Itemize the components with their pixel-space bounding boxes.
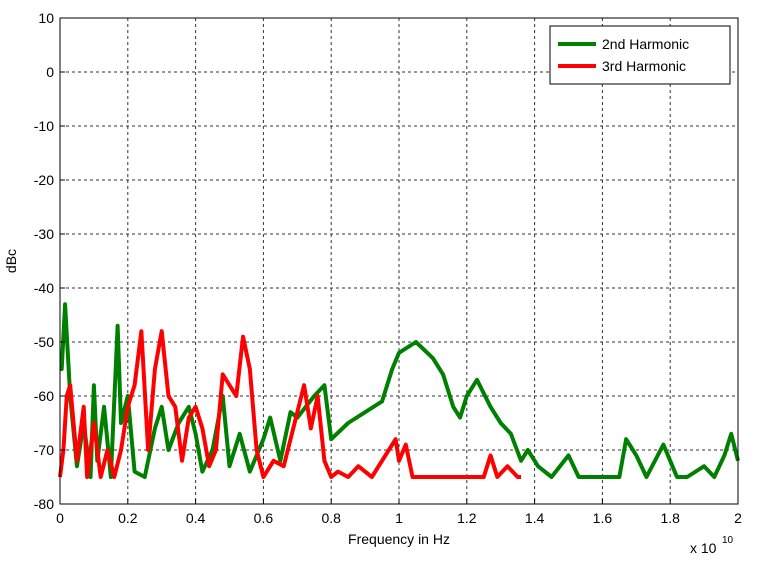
x-tick-label: 0	[56, 510, 64, 526]
x-tick-label: 0.8	[321, 510, 341, 526]
ticks: 0 0.2 0.4 0.6 0.8 1 1.2 1.4 1.6 1.8 2 -80 -70 -60 -50 -…	[34, 10, 742, 526]
y-tick-label: -40	[34, 280, 54, 296]
x-tick-label: 1.4	[525, 510, 545, 526]
x-axis-label: Frequency in Hz	[348, 531, 450, 547]
y-tick-label: -70	[34, 442, 54, 458]
x-multiplier-exponent: 10	[722, 535, 734, 546]
y-tick-label: 0	[46, 64, 54, 80]
legend-label: 2nd Harmonic	[602, 36, 689, 52]
x-tick-label: 2	[734, 510, 742, 526]
y-tick-label: 10	[38, 10, 54, 26]
y-tick-label: -30	[34, 226, 54, 242]
y-tick-label: -60	[34, 388, 54, 404]
x-tick-label: 0.2	[118, 510, 138, 526]
x-tick-label: 1.2	[457, 510, 477, 526]
series-line	[58, 329, 522, 479]
legend-box	[549, 25, 731, 85]
legend-label: 3rd Harmonic	[602, 58, 686, 74]
legend: 2nd Harmonic 3rd Harmonic	[549, 25, 731, 85]
lines	[58, 302, 740, 479]
y-tick-label: -50	[34, 334, 54, 350]
y-tick-label: -20	[34, 172, 54, 188]
x-tick-label: 0.4	[186, 510, 206, 526]
series-line	[59, 302, 740, 479]
x-tick-label: 0.6	[254, 510, 274, 526]
x-tick-label: 1.8	[660, 510, 680, 526]
y-tick-label: -10	[34, 118, 54, 134]
x-tick-label: 1.6	[593, 510, 613, 526]
y-tick-label: -80	[34, 496, 54, 512]
y-axis-label: dBc	[3, 249, 19, 273]
x-tick-label: 1	[395, 510, 403, 526]
x-multiplier: x 10	[690, 540, 717, 556]
